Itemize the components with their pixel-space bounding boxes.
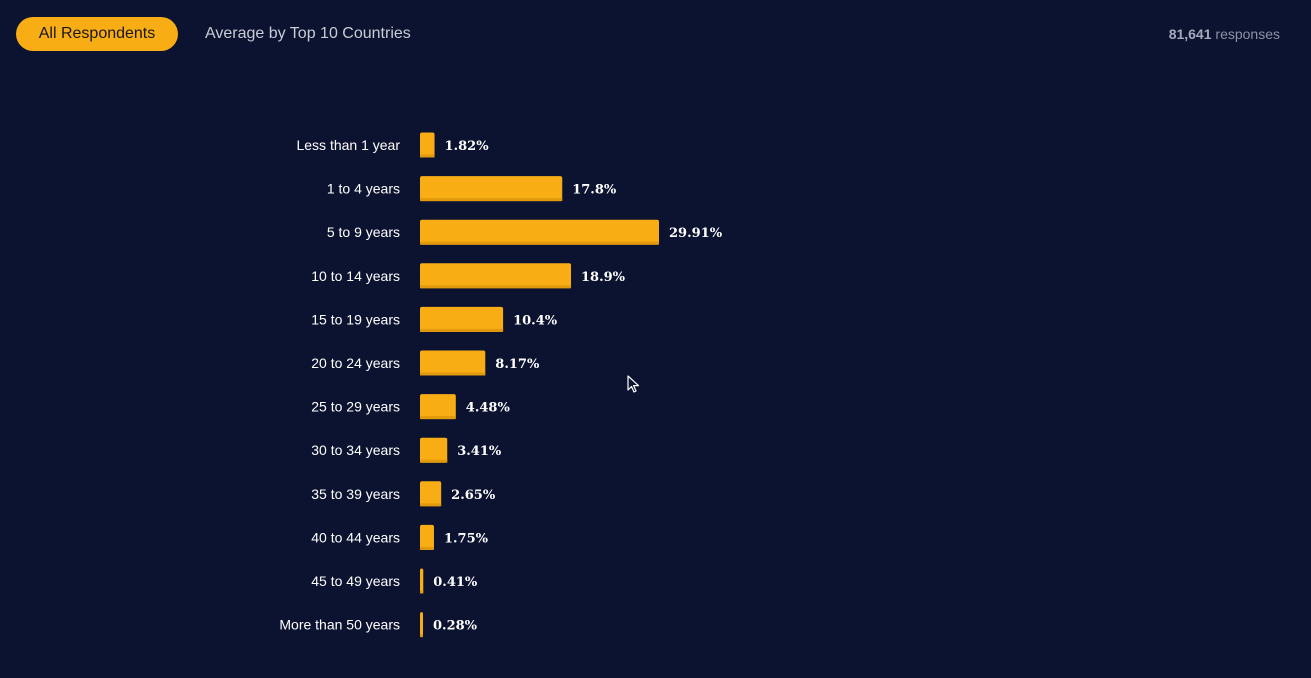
- value-label: 2.65%: [451, 488, 496, 503]
- value-label: 4.48%: [466, 401, 511, 416]
- bar[interactable]: [420, 219, 659, 245]
- bar[interactable]: [420, 481, 442, 507]
- bar[interactable]: [420, 437, 448, 463]
- category-label: More than 50 years: [279, 617, 400, 633]
- value-label: 8.17%: [495, 357, 540, 372]
- bar[interactable]: [420, 394, 456, 420]
- category-label: 25 to 29 years: [311, 399, 400, 415]
- category-label: 5 to 9 years: [327, 224, 400, 240]
- bar-shadow: [420, 546, 434, 550]
- category-label: 1 to 4 years: [327, 181, 400, 197]
- value-label: 29.91%: [669, 226, 723, 241]
- bar[interactable]: [420, 524, 434, 550]
- bar-shadow: [420, 503, 442, 507]
- bar[interactable]: [420, 176, 563, 202]
- value-label: 3.41%: [457, 444, 502, 459]
- category-label: 20 to 24 years: [311, 355, 400, 371]
- category-label: 35 to 39 years: [311, 486, 400, 502]
- bar-shadow: [420, 416, 456, 420]
- value-label: 10.4%: [513, 313, 558, 328]
- category-label: 15 to 19 years: [311, 311, 400, 327]
- value-label: 18.9%: [581, 270, 626, 285]
- bar-shadow: [420, 372, 486, 376]
- bar[interactable]: [420, 306, 504, 332]
- bar[interactable]: [420, 132, 435, 158]
- value-label: 0.28%: [433, 619, 478, 634]
- bar-shadow: [420, 328, 504, 332]
- bar[interactable]: [420, 263, 572, 289]
- value-label: 1.82%: [445, 139, 490, 154]
- category-label: Less than 1 year: [296, 137, 400, 153]
- category-label: 40 to 44 years: [311, 529, 400, 545]
- value-label: 1.75%: [444, 531, 489, 546]
- toolbar: All Respondents Average by Top 10 Countr…: [0, 0, 1311, 68]
- value-label: 17.8%: [572, 183, 617, 198]
- response-count-label: responses: [1215, 26, 1280, 42]
- bar-shadow: [420, 198, 563, 202]
- category-label: 45 to 49 years: [311, 573, 400, 589]
- tab-all-respondents[interactable]: All Respondents: [16, 17, 178, 51]
- bar-shadow: [420, 590, 424, 594]
- bar-shadow: [420, 154, 435, 158]
- bar[interactable]: [420, 612, 423, 638]
- category-label: 10 to 14 years: [311, 268, 400, 284]
- response-count-value: 81,641: [1168, 26, 1212, 42]
- bar[interactable]: [420, 350, 486, 376]
- tab-average-by-top-10-countries[interactable]: Average by Top 10 Countries: [205, 25, 411, 42]
- mouse-cursor-icon: [627, 375, 640, 393]
- bar[interactable]: [420, 568, 424, 594]
- value-label: 0.41%: [433, 575, 478, 590]
- bar-shadow: [420, 459, 448, 463]
- bar-shadow: [420, 634, 423, 638]
- category-label: 30 to 34 years: [311, 442, 400, 458]
- bar-shadow: [420, 241, 659, 245]
- response-count: 81,641 responses: [1169, 17, 1280, 51]
- bar-shadow: [420, 285, 572, 289]
